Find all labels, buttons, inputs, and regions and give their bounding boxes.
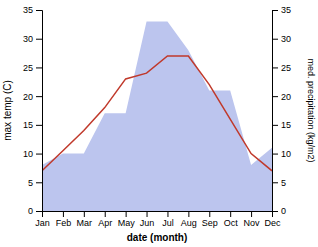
tick: 15 bbox=[23, 120, 42, 130]
line bbox=[42, 56, 272, 171]
y2-axis: 0 5 10 15 20 25 30 35 bbox=[272, 5, 291, 216]
tick-label: 10 bbox=[23, 149, 33, 159]
tick-mark bbox=[188, 211, 189, 217]
tick-mark bbox=[126, 211, 127, 217]
x-axis: Jan Feb Mar Apr May Jun Jul Aug Sep Oct NovDec bbox=[35, 211, 281, 228]
tick-label: Nov bbox=[244, 218, 261, 228]
tick: 15 bbox=[272, 120, 291, 130]
tick-label: 25 bbox=[23, 63, 33, 73]
tick-label: 15 bbox=[23, 120, 33, 130]
tick-mark bbox=[36, 211, 42, 212]
tick-mark bbox=[105, 211, 106, 217]
axis-line bbox=[36, 11, 43, 212]
tick: 5 bbox=[272, 178, 286, 188]
tick-mark bbox=[36, 182, 42, 183]
tick-mark bbox=[272, 96, 278, 97]
tick: 35 bbox=[272, 5, 291, 15]
tick: 30 bbox=[23, 34, 42, 44]
y-axis-title: max temp (C) bbox=[2, 80, 13, 141]
tick-mark bbox=[272, 182, 278, 183]
tick: Jul bbox=[162, 211, 174, 228]
tick-label: 35 bbox=[281, 5, 291, 15]
tick-mark bbox=[63, 211, 64, 217]
tick-label: 30 bbox=[281, 34, 291, 44]
tick-mark bbox=[209, 211, 210, 217]
tick: Jun bbox=[140, 211, 155, 228]
tick-mark bbox=[36, 10, 42, 11]
tick: 35 bbox=[23, 5, 42, 15]
tick: 0 bbox=[272, 206, 286, 216]
tick-label: Jul bbox=[162, 218, 174, 228]
tick-mark bbox=[272, 211, 278, 212]
tick: 25 bbox=[272, 63, 291, 73]
area bbox=[42, 21, 272, 211]
tick-mark bbox=[84, 211, 85, 217]
tick-mark bbox=[272, 125, 278, 126]
tick-mark bbox=[167, 211, 168, 217]
tick-label: 0 bbox=[281, 206, 286, 216]
tick: 25 bbox=[23, 63, 42, 73]
tick-label: Sep bbox=[202, 218, 218, 228]
tick-label: 15 bbox=[281, 120, 291, 130]
tick-label: 0 bbox=[28, 206, 33, 216]
tick-mark bbox=[36, 67, 42, 68]
tick-label: Oct bbox=[224, 218, 239, 228]
tick: 10 bbox=[23, 149, 42, 159]
tick-label: 20 bbox=[281, 92, 291, 102]
tick: 0 bbox=[28, 206, 42, 216]
tick-mark bbox=[272, 154, 278, 155]
tick-label: Jun bbox=[140, 218, 155, 228]
tick-label: 5 bbox=[28, 178, 33, 188]
tick: Nov bbox=[244, 211, 261, 228]
tick-mark bbox=[272, 10, 278, 11]
tick: Mar bbox=[77, 211, 93, 228]
tick-label: 35 bbox=[23, 5, 33, 15]
x-axis-title: date (month) bbox=[127, 232, 188, 243]
tick-label: Mar bbox=[77, 218, 93, 228]
tick-mark bbox=[272, 39, 278, 40]
tick: 20 bbox=[272, 92, 291, 102]
axis-line bbox=[273, 11, 279, 212]
marks bbox=[42, 21, 272, 211]
tick-mark bbox=[251, 211, 252, 217]
y2-axis-title: med. precipitation (kg/m2) bbox=[306, 58, 316, 162]
tick: Apr bbox=[98, 211, 112, 228]
tick: Sep bbox=[202, 211, 218, 228]
tick: Oct bbox=[224, 211, 239, 228]
tick-label: May bbox=[118, 218, 136, 228]
plot-area: JanFebMarAprMayJunJulAugSepOctNovDec0510… bbox=[23, 5, 291, 228]
tick: Aug bbox=[181, 211, 197, 228]
y-axis: 0 5 10 15 20 25 30 35 bbox=[23, 5, 43, 216]
tick: May bbox=[118, 211, 136, 228]
tick-label: 25 bbox=[281, 63, 291, 73]
tick-mark bbox=[230, 211, 231, 217]
axis-line bbox=[43, 212, 273, 218]
chart: JanFebMarAprMayJunJulAugSepOctNovDec0510… bbox=[0, 0, 318, 247]
tick: 5 bbox=[28, 178, 42, 188]
tick-mark bbox=[147, 211, 148, 217]
tick: Feb bbox=[56, 211, 72, 228]
tick-mark bbox=[272, 67, 278, 68]
tick-mark bbox=[36, 154, 42, 155]
tick-mark bbox=[36, 39, 42, 40]
tick: 10 bbox=[272, 149, 291, 159]
tick: Jan bbox=[35, 211, 50, 228]
tick-label: Dec bbox=[264, 218, 281, 228]
tick-label: Jan bbox=[35, 218, 50, 228]
tick-label: 20 bbox=[23, 92, 33, 102]
tick-mark bbox=[36, 96, 42, 97]
tick: 30 bbox=[272, 34, 291, 44]
tick-label: 10 bbox=[281, 149, 291, 159]
tick-label: Feb bbox=[56, 218, 72, 228]
tick: Dec bbox=[264, 211, 281, 228]
tick-label: 5 bbox=[281, 178, 286, 188]
tick-label: Apr bbox=[98, 218, 112, 228]
tick-label: 30 bbox=[23, 34, 33, 44]
tick: 20 bbox=[23, 92, 42, 102]
tick-label: Aug bbox=[181, 218, 197, 228]
tick-mark bbox=[36, 125, 42, 126]
